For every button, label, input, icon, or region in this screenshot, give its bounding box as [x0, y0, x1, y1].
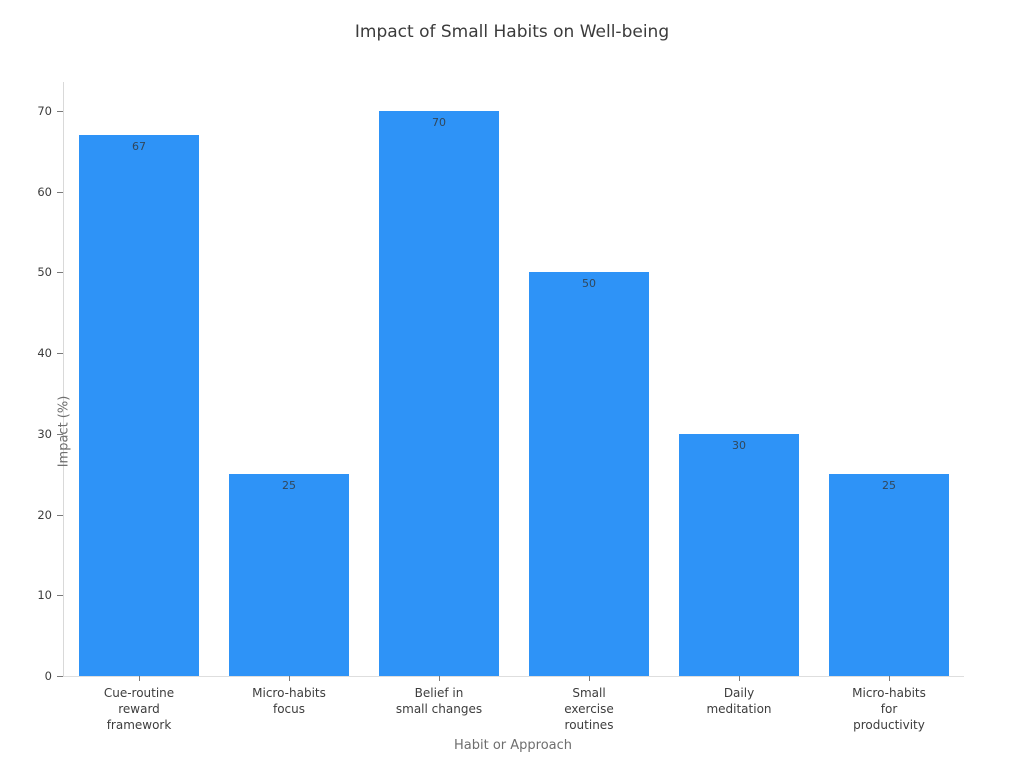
x-tick-label-line: meditation: [706, 702, 772, 716]
x-tick-label-line: framework: [106, 718, 172, 732]
x-tick-mark: [289, 676, 290, 681]
x-tick-label-line: Daily: [723, 686, 755, 700]
y-axis-title: Impact (%): [56, 395, 72, 468]
y-tick-mark: [57, 676, 63, 677]
bar-5: [679, 433, 799, 676]
x-tick-label: Micro-habits focus: [214, 685, 364, 717]
plot-area: Impact (%) 0 10 20 30 40 50 60 70 67 Cue-routine r…: [37, 82, 964, 732]
bar-value-label: 25: [282, 479, 296, 493]
x-tick-mark: [889, 676, 890, 681]
x-tick-label-line: reward: [118, 702, 160, 716]
y-tick-mark: [57, 191, 63, 193]
y-tick-label: 70: [37, 104, 52, 119]
y-tick-mark: [57, 272, 63, 274]
x-axis-title: Habit or Approach: [453, 738, 573, 753]
x-tick-label: Small exercise routines: [514, 685, 664, 733]
bar-value-label: 25: [882, 479, 896, 493]
bar-value-label: 30: [732, 438, 746, 452]
x-tick-label: Cue-routine reward framework: [64, 685, 214, 733]
y-tick-label: 40: [37, 346, 52, 361]
x-tick-label-line: Small: [572, 686, 606, 700]
y-tick-mark: [57, 514, 63, 516]
x-tick-label-line: productivity: [853, 718, 925, 732]
y-tick-mark: [57, 111, 63, 113]
x-tick-mark: [589, 676, 590, 681]
x-tick-label-line: Micro-habits: [852, 686, 926, 700]
bar-1: [79, 135, 199, 676]
x-tick-mark: [139, 676, 140, 681]
x-tick-label: Daily meditation: [664, 685, 814, 717]
bar-value-label: 50: [582, 277, 596, 291]
y-tick-mark: [57, 595, 63, 597]
bar-2: [229, 474, 349, 676]
bar-4: [529, 272, 649, 676]
bar-3: [379, 111, 499, 676]
x-tick-label-line: Micro-habits: [252, 686, 326, 700]
bar-value-label: 70: [432, 116, 446, 130]
x-tick-label-line: routines: [564, 718, 614, 732]
x-tick-mark: [439, 676, 440, 681]
x-tick-label: Belief in small changes: [364, 685, 514, 717]
x-tick-label-line: small changes: [395, 702, 483, 716]
x-tick-label-line: Cue-routine: [103, 686, 175, 700]
y-tick-label: 30: [37, 426, 52, 441]
x-tick-label-line: focus: [272, 702, 306, 716]
x-tick-label-line: exercise: [564, 702, 614, 716]
bar-value-label: 67: [132, 140, 146, 154]
y-tick-label: 50: [37, 265, 52, 280]
y-tick-mark: [57, 353, 63, 355]
x-tick-label: Micro-habits for productivity: [814, 685, 964, 733]
chart-title: Impact of Small Habits on Well-being: [354, 22, 670, 42]
x-tick-mark: [739, 676, 740, 681]
y-tick-label: 10: [37, 588, 52, 603]
bar-6: [829, 474, 949, 676]
y-tick-label: 20: [37, 507, 52, 522]
y-tick-label: 0: [44, 669, 52, 683]
x-tick-label-line: for: [880, 702, 898, 716]
y-tick-label: 60: [37, 184, 52, 199]
y-tick-mark: [57, 433, 63, 435]
x-tick-label-line: Belief in: [414, 686, 464, 700]
